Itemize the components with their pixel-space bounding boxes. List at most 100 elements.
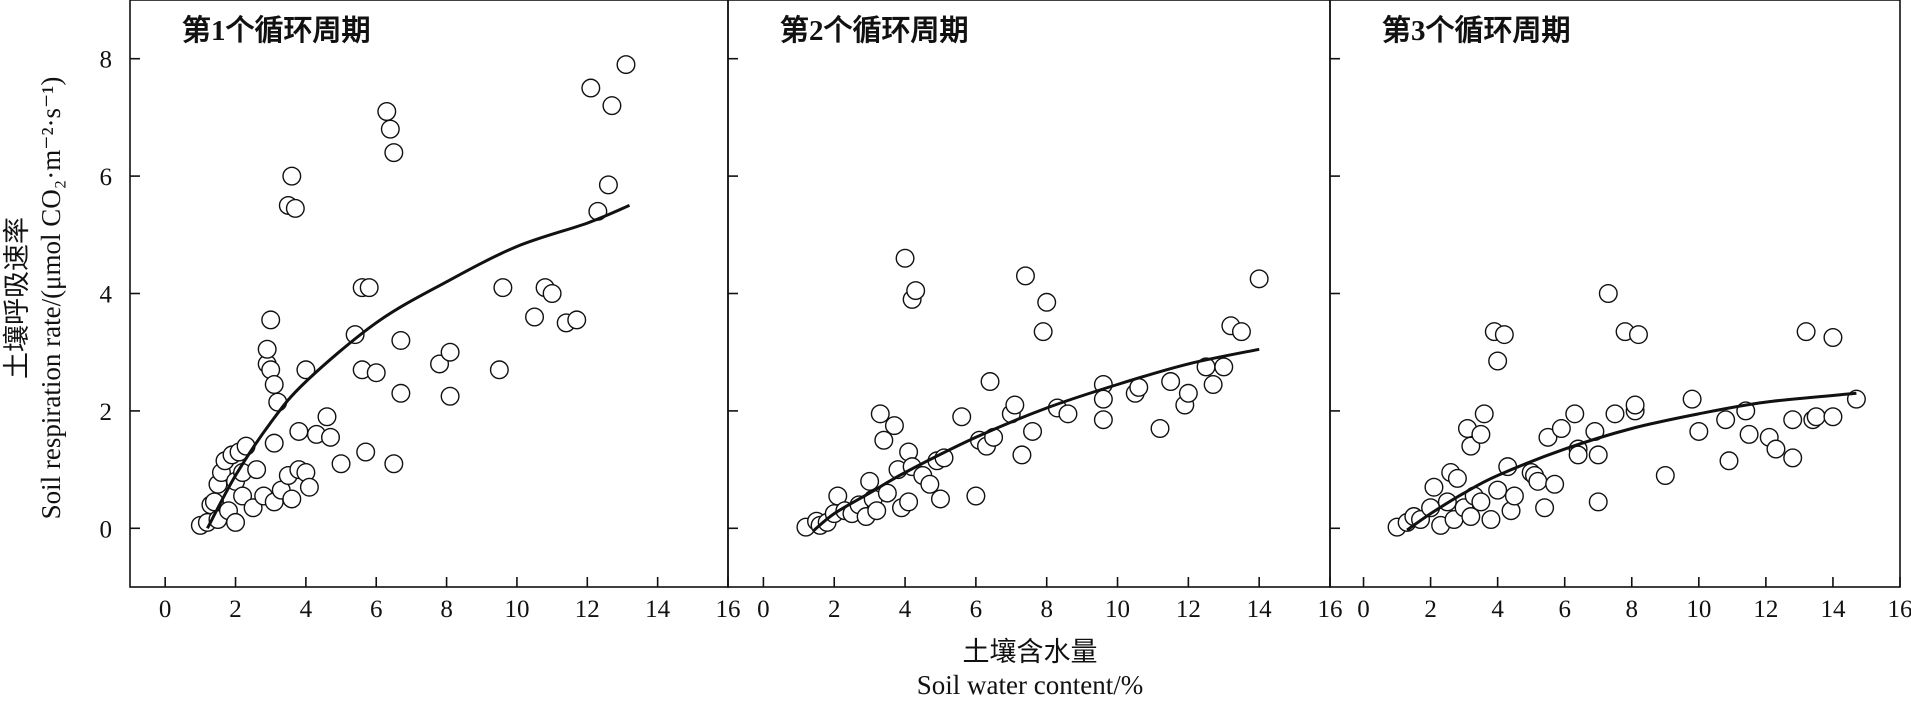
data-point xyxy=(489,360,509,380)
x-tick-label: 6 xyxy=(970,596,983,623)
data-point xyxy=(377,102,397,122)
x-axis-title-en: Soil water content/% xyxy=(917,670,1143,700)
x-tick-label: 0 xyxy=(159,596,172,623)
x-tick-label: 12 xyxy=(1176,596,1201,623)
x-tick-label: 2 xyxy=(828,596,841,623)
data-point xyxy=(867,501,887,521)
data-point xyxy=(1565,404,1585,424)
data-point xyxy=(1203,374,1223,394)
data-point xyxy=(384,143,404,163)
data-point xyxy=(317,407,337,427)
x-tick-label: 0 xyxy=(757,596,770,623)
data-point xyxy=(299,477,319,497)
panel-title: 第1个循环周期 xyxy=(182,13,371,47)
data-point xyxy=(1655,465,1675,485)
data-point xyxy=(1605,404,1625,424)
x-tick-label: 8 xyxy=(1040,596,1053,623)
x-tick-label: 2 xyxy=(229,596,242,623)
panel-2: 0 2 4 6 8 10 12 14 16 第2个循环周期 xyxy=(727,0,1343,623)
y-axis-title-en: Soil respiration rate/(μmol CO₂·m⁻²·s⁻¹) xyxy=(36,77,66,520)
data-point xyxy=(1689,421,1709,441)
panel-title: 第3个循环周期 xyxy=(1382,13,1571,47)
data-point xyxy=(257,339,277,359)
data-point xyxy=(359,278,379,298)
data-point xyxy=(285,198,305,218)
data-point xyxy=(1012,445,1032,465)
panel-1: 0 2 4 6 8 10 12 14 16 0 2 4 6 8 第1个循环周期 xyxy=(100,0,741,623)
y-tick-label: 0 xyxy=(100,516,113,543)
data-point xyxy=(1214,357,1234,377)
data-point xyxy=(1545,474,1565,494)
x-tick-label: 8 xyxy=(440,596,453,623)
data-point xyxy=(884,416,904,436)
data-point xyxy=(1625,395,1645,415)
data-point xyxy=(1535,498,1555,518)
data-point xyxy=(1739,424,1759,444)
x-tick-label: 10 xyxy=(1105,596,1130,623)
data-point xyxy=(1719,451,1739,471)
data-point xyxy=(980,372,1000,392)
data-point xyxy=(1161,372,1181,392)
data-point xyxy=(296,360,316,380)
data-point xyxy=(598,175,618,195)
data-point xyxy=(440,342,460,362)
x-tick-label: 10 xyxy=(1686,596,1711,623)
data-point xyxy=(321,427,341,447)
fit-curve xyxy=(812,347,1260,533)
panel-title: 第2个循环周期 xyxy=(780,13,969,47)
data-point xyxy=(860,471,880,491)
data-point xyxy=(1249,269,1269,289)
data-point xyxy=(264,374,284,394)
y-tick-label: 4 xyxy=(100,282,113,309)
data-point xyxy=(874,430,894,450)
data-point xyxy=(345,325,365,345)
y-tick-label: 8 xyxy=(100,47,113,74)
x-tick-label: 8 xyxy=(1626,596,1639,623)
data-point xyxy=(493,278,513,298)
data-point xyxy=(1682,389,1702,409)
data-point xyxy=(1628,325,1648,345)
x-tick-label: 4 xyxy=(899,596,912,623)
data-point xyxy=(1058,404,1078,424)
data-point xyxy=(1461,507,1481,527)
data-point xyxy=(1488,480,1508,500)
data-point xyxy=(1796,322,1816,342)
x-tick-label: 12 xyxy=(1753,596,1778,623)
data-point xyxy=(366,363,386,383)
data-point xyxy=(895,248,915,268)
plot-frame xyxy=(727,0,1331,588)
data-point xyxy=(1588,445,1608,465)
data-point xyxy=(1823,407,1843,427)
data-point xyxy=(952,407,972,427)
data-point xyxy=(440,386,460,406)
data-point xyxy=(1033,322,1053,342)
data-point xyxy=(1766,439,1786,459)
data-point xyxy=(1568,445,1588,465)
data-point xyxy=(1598,284,1618,304)
data-point xyxy=(384,454,404,474)
data-point xyxy=(391,383,411,403)
data-point xyxy=(1424,477,1444,497)
data-point xyxy=(1588,492,1608,512)
data-point xyxy=(1093,410,1113,430)
data-point xyxy=(247,460,267,480)
data-point xyxy=(1716,410,1736,430)
y-axis-title-cn: 土壤呼吸速率 xyxy=(2,217,32,379)
x-tick-label: 14 xyxy=(645,596,671,623)
data-point xyxy=(1023,421,1043,441)
data-point xyxy=(226,512,246,532)
data-point xyxy=(289,421,309,441)
data-point xyxy=(1447,468,1467,488)
data-point xyxy=(356,442,376,462)
data-point xyxy=(1823,328,1843,348)
data-point xyxy=(1093,389,1113,409)
data-point xyxy=(1005,395,1025,415)
x-tick-label: 6 xyxy=(1558,596,1571,623)
data-point xyxy=(616,55,636,75)
data-point xyxy=(1551,419,1571,439)
x-tick-label: 4 xyxy=(300,596,313,623)
x-tick-label: 4 xyxy=(1491,596,1504,623)
data-point xyxy=(391,330,411,350)
data-point xyxy=(1037,292,1057,312)
